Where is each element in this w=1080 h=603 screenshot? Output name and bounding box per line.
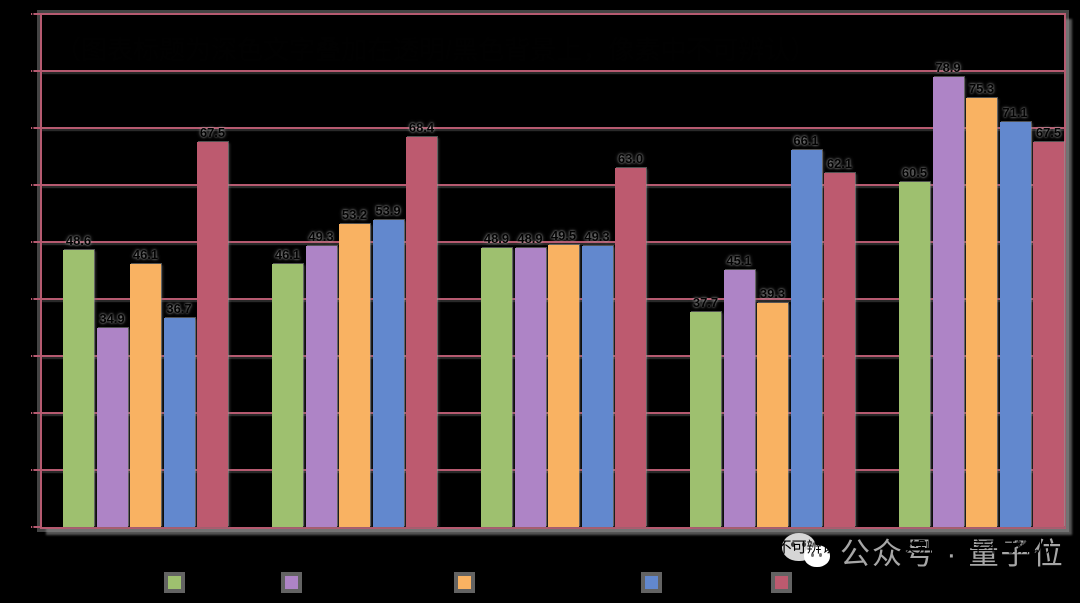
bar-value-label-series1-group5: 60.5 xyxy=(901,165,928,181)
wechat-icon xyxy=(780,529,832,573)
y-axis-tick-70 xyxy=(31,127,42,129)
bar-series5-group2 xyxy=(406,137,437,527)
category-label-2: 类别2（文字不可辨认） xyxy=(275,539,434,556)
category-label-1: 类别1（文字不可辨认） xyxy=(66,539,225,556)
y-axis-tick-label-50: 50 xyxy=(18,234,34,250)
y-axis-tick-40 xyxy=(31,298,42,300)
category-label-4: 类别4（文字不可辨认） xyxy=(693,539,852,556)
bar-series4-group4 xyxy=(790,150,822,527)
bar-value-label-series3-group3: 49.5 xyxy=(550,227,577,243)
bar-value-label-series2-group2: 49.3 xyxy=(308,228,334,244)
legend-swatch-3 xyxy=(458,576,471,589)
legend-label-5: 系列5（红色，图例文字不可辨认） xyxy=(796,577,1030,594)
bar-series5-group5 xyxy=(1033,142,1064,527)
bar-series3-group2 xyxy=(339,223,370,527)
gridline-50 xyxy=(42,241,1064,243)
y-axis-tick-30 xyxy=(31,355,42,357)
y-axis-tick-0 xyxy=(31,526,42,528)
bar-value-label-series1-group1: 48.6 xyxy=(65,232,92,248)
y-axis-tick-90 xyxy=(31,13,42,15)
bar-series4-group2 xyxy=(372,219,404,527)
bar-value-label-series4-group2: 53.9 xyxy=(375,202,401,218)
legend-swatch-1 xyxy=(168,576,181,589)
bar-series2-group1 xyxy=(96,328,128,527)
bar-series3-group5 xyxy=(966,97,997,527)
y-axis-tick-label-10: 10 xyxy=(18,462,34,478)
y-axis-tick-20 xyxy=(31,412,42,414)
y-axis-tick-label-0: 0 xyxy=(26,519,34,535)
bar-series5-group1 xyxy=(197,142,228,527)
bar-value-label-series1-group3: 48.9 xyxy=(483,231,510,247)
legend-label-1: 系列1（绿色，图例文字不可辨认） xyxy=(189,577,423,594)
bar-series3-group3 xyxy=(548,244,579,527)
bar-series4-group5 xyxy=(999,121,1031,527)
bar-series1-group1 xyxy=(63,249,94,527)
bar-value-label-series2-group1: 34.9 xyxy=(99,311,125,327)
bar-value-label-series4-group4: 66.1 xyxy=(793,133,819,149)
bar-series1-group4 xyxy=(690,312,721,527)
y-axis-tick-label-90: 90 xyxy=(18,6,34,22)
y-axis-tick-60 xyxy=(31,184,42,186)
bar-value-label-series4-group5: 71.1 xyxy=(1002,104,1028,120)
bar-value-label-series2-group3: 48.9 xyxy=(517,231,543,247)
bar-series2-group5 xyxy=(932,77,964,527)
y-axis-tick-10 xyxy=(31,469,42,471)
bar-series1-group3 xyxy=(481,248,512,527)
y-axis-tick-label-70: 70 xyxy=(18,120,34,136)
bar-value-label-series1-group2: 46.1 xyxy=(274,247,301,263)
bar-series4-group1 xyxy=(163,317,195,527)
y-axis-tick-80 xyxy=(31,70,42,72)
bar-value-label-series3-group4: 39.3 xyxy=(759,285,786,301)
bar-series2-group4 xyxy=(723,269,755,527)
bar-value-label-series2-group4: 45.1 xyxy=(726,252,752,268)
bar-value-label-series5-group5: 67.5 xyxy=(1035,125,1062,141)
bar-value-label-series3-group5: 75.3 xyxy=(968,80,995,96)
plot-frame xyxy=(40,13,1066,529)
bar-series2-group2 xyxy=(305,245,337,527)
gridline-70 xyxy=(42,127,1064,129)
gridline-80 xyxy=(42,70,1064,72)
y-axis-tick-label-30: 30 xyxy=(18,348,34,364)
y-axis-tick-label-20: 20 xyxy=(18,405,34,421)
y-axis-tick-label-60: 60 xyxy=(18,177,34,193)
gridline-60 xyxy=(42,184,1064,186)
wechat-bubble-small-icon xyxy=(804,545,830,567)
bar-series3-group1 xyxy=(130,264,161,527)
legend-label-2: 系列2（紫色，图例文字不可辨认） xyxy=(306,577,540,594)
bar-value-label-series5-group4: 62.1 xyxy=(826,156,853,172)
category-label-3: 类别3（文字不可辨认） xyxy=(484,539,643,556)
bar-series4-group3 xyxy=(581,245,613,527)
watermark: 公众号 · 量子位 xyxy=(780,528,1070,574)
watermark-text: 公众号 · 量子位 xyxy=(840,538,1065,571)
legend-swatch-5 xyxy=(775,576,788,589)
bar-series5-group4 xyxy=(824,173,855,527)
bar-value-label-series2-group5: 78.9 xyxy=(935,60,961,76)
bar-value-label-series4-group3: 49.3 xyxy=(584,228,610,244)
bar-series3-group4 xyxy=(757,302,788,527)
y-axis-tick-50 xyxy=(31,241,42,243)
y-axis-tick-label-40: 40 xyxy=(18,291,34,307)
bar-value-label-series3-group2: 53.2 xyxy=(341,206,368,222)
bar-series2-group3 xyxy=(514,248,546,527)
chart-title: （图表标题为深色文字叠加在透明/黑色背景上，像素中不可辨认） xyxy=(55,35,817,64)
bar-value-label-series1-group4: 37.7 xyxy=(692,295,719,311)
legend-swatch-4 xyxy=(645,576,658,589)
bar-value-label-series3-group1: 46.1 xyxy=(132,247,159,263)
legend-swatch-2 xyxy=(285,576,298,589)
bar-value-label-series5-group3: 63.0 xyxy=(617,150,644,166)
y-axis-tick-label-80: 80 xyxy=(18,63,34,79)
bar-series1-group2 xyxy=(272,264,303,527)
bar-value-label-series5-group1: 67.5 xyxy=(199,125,226,141)
bar-series5-group3 xyxy=(615,167,646,527)
category-label-5: 类别5（文字不可辨认） xyxy=(902,539,1061,556)
bar-value-label-series5-group2: 68.4 xyxy=(408,120,435,136)
bar-value-label-series4-group1: 36.7 xyxy=(166,300,192,316)
bar-series1-group5 xyxy=(899,182,930,527)
